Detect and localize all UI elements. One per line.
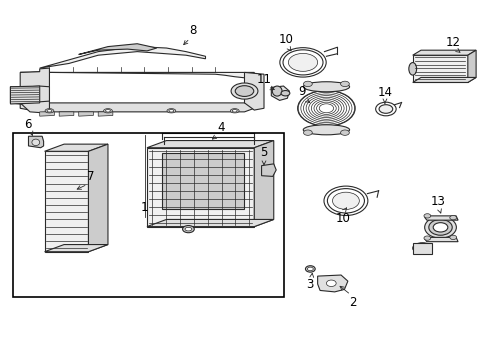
Ellipse shape <box>32 139 40 145</box>
Text: 7: 7 <box>87 170 95 183</box>
Polygon shape <box>10 86 40 104</box>
Polygon shape <box>261 164 276 176</box>
Ellipse shape <box>230 109 239 113</box>
Ellipse shape <box>428 220 451 235</box>
Polygon shape <box>317 275 347 292</box>
Ellipse shape <box>378 105 392 113</box>
Polygon shape <box>10 86 49 104</box>
Ellipse shape <box>303 125 349 135</box>
Ellipse shape <box>231 83 257 99</box>
Ellipse shape <box>182 226 194 233</box>
Ellipse shape <box>103 109 112 113</box>
Polygon shape <box>79 112 93 116</box>
Ellipse shape <box>47 109 52 112</box>
Polygon shape <box>147 220 273 226</box>
Polygon shape <box>412 77 475 82</box>
Ellipse shape <box>326 280 335 287</box>
Polygon shape <box>147 148 254 226</box>
Text: 3: 3 <box>306 278 313 291</box>
Text: 9: 9 <box>298 85 305 98</box>
Ellipse shape <box>105 109 110 112</box>
Ellipse shape <box>340 130 348 135</box>
Ellipse shape <box>184 227 191 231</box>
Ellipse shape <box>283 50 323 75</box>
Ellipse shape <box>423 236 430 240</box>
Text: 10: 10 <box>278 33 293 46</box>
Polygon shape <box>44 151 88 252</box>
Polygon shape <box>254 140 273 226</box>
Text: 11: 11 <box>256 73 271 86</box>
Polygon shape <box>44 144 108 151</box>
Ellipse shape <box>232 109 237 112</box>
Text: 10: 10 <box>335 212 350 225</box>
Ellipse shape <box>297 90 354 126</box>
Ellipse shape <box>340 81 348 87</box>
Ellipse shape <box>279 48 325 77</box>
Polygon shape <box>28 136 43 148</box>
Ellipse shape <box>288 53 317 71</box>
Polygon shape <box>20 68 49 113</box>
Ellipse shape <box>303 130 312 135</box>
Ellipse shape <box>424 217 455 238</box>
Polygon shape <box>40 112 54 116</box>
Ellipse shape <box>307 267 313 271</box>
Polygon shape <box>20 103 254 112</box>
Ellipse shape <box>375 102 395 116</box>
Polygon shape <box>20 72 254 78</box>
Ellipse shape <box>449 235 456 239</box>
Polygon shape <box>467 50 475 82</box>
Text: 12: 12 <box>445 36 460 49</box>
Polygon shape <box>244 72 264 110</box>
Ellipse shape <box>423 214 430 218</box>
Polygon shape <box>59 112 74 116</box>
Ellipse shape <box>45 109 54 113</box>
Polygon shape <box>424 237 457 242</box>
Text: 8: 8 <box>189 24 197 37</box>
Ellipse shape <box>432 223 447 232</box>
Polygon shape <box>161 153 244 209</box>
Text: 1: 1 <box>141 201 148 214</box>
Polygon shape <box>412 243 431 253</box>
Ellipse shape <box>449 216 456 220</box>
Ellipse shape <box>303 81 312 87</box>
Ellipse shape <box>324 186 367 216</box>
Polygon shape <box>79 44 157 54</box>
Ellipse shape <box>415 245 428 251</box>
Polygon shape <box>44 244 108 252</box>
Polygon shape <box>88 144 108 252</box>
Polygon shape <box>412 55 467 82</box>
Ellipse shape <box>332 192 359 210</box>
Text: 6: 6 <box>24 117 31 131</box>
Polygon shape <box>98 112 113 116</box>
Ellipse shape <box>327 189 364 213</box>
Text: 5: 5 <box>260 146 267 159</box>
Polygon shape <box>40 46 205 68</box>
Ellipse shape <box>235 86 253 96</box>
Ellipse shape <box>272 86 282 96</box>
Text: 13: 13 <box>430 195 445 208</box>
Polygon shape <box>147 140 273 148</box>
Ellipse shape <box>412 243 431 253</box>
Text: 4: 4 <box>217 121 224 134</box>
Ellipse shape <box>166 109 175 113</box>
Ellipse shape <box>305 266 315 272</box>
Text: 14: 14 <box>377 86 392 99</box>
Bar <box>13 134 283 297</box>
Ellipse shape <box>168 109 173 112</box>
Ellipse shape <box>281 90 289 96</box>
Ellipse shape <box>303 82 349 92</box>
Text: 2: 2 <box>348 296 356 309</box>
Polygon shape <box>412 50 475 55</box>
Ellipse shape <box>408 63 416 75</box>
Polygon shape <box>424 216 457 220</box>
Polygon shape <box>271 86 289 100</box>
